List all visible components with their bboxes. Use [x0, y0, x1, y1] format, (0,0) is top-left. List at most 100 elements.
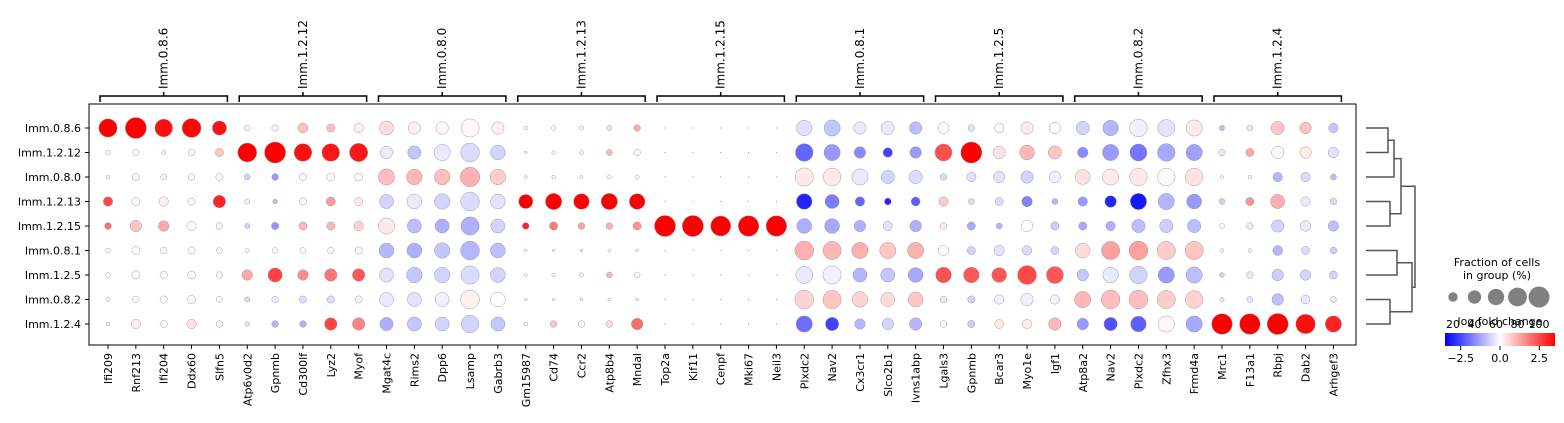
dot	[682, 215, 704, 237]
dot	[1185, 290, 1204, 309]
gene-label: Gm15987	[520, 353, 533, 407]
dot	[159, 295, 168, 304]
color-legend: log fold change −2.5 0.0 2.5	[1445, 315, 1555, 365]
dot	[1300, 172, 1311, 182]
dot	[880, 121, 895, 135]
dot-empty	[747, 176, 750, 178]
dot-empty	[747, 323, 750, 325]
dot	[1020, 293, 1034, 306]
row-label: Imm.1.2.12	[18, 147, 81, 160]
dot	[1050, 246, 1060, 255]
dot	[605, 222, 613, 230]
dot-empty	[720, 200, 722, 203]
dot	[321, 143, 340, 162]
dot	[406, 169, 423, 185]
dot	[352, 317, 366, 331]
dot	[1157, 193, 1175, 210]
dot	[1051, 198, 1059, 205]
dot	[1021, 220, 1034, 232]
dot	[1301, 246, 1310, 255]
dot	[968, 198, 975, 205]
dot	[460, 265, 480, 285]
dot	[1129, 266, 1148, 284]
dot	[607, 174, 612, 180]
gene-label: Bcar3	[993, 353, 1006, 385]
gene-label: Cx3cr1	[854, 353, 867, 392]
dot-empty	[720, 151, 722, 154]
gene-label: Mki67	[743, 353, 756, 386]
dot	[326, 221, 336, 231]
dot	[1211, 313, 1233, 335]
dot	[967, 320, 976, 328]
dot	[433, 144, 451, 161]
dot	[1271, 269, 1284, 281]
dot	[354, 172, 363, 182]
dot	[1129, 143, 1148, 162]
dot	[1130, 193, 1147, 210]
size-legend-label: 60	[1489, 318, 1503, 331]
dot-empty	[692, 127, 694, 129]
gene-label: Dab2	[1300, 353, 1313, 382]
dot	[354, 295, 363, 304]
dot	[160, 173, 167, 181]
dot	[1272, 245, 1283, 256]
dot	[1077, 196, 1088, 207]
dot-empty	[720, 274, 722, 276]
dot	[490, 291, 506, 308]
group-label: Imm.0.8.0	[435, 28, 449, 89]
dot	[216, 247, 223, 254]
dot	[545, 193, 562, 210]
dot	[579, 175, 584, 179]
dot	[105, 174, 111, 180]
dot	[795, 315, 813, 333]
dot	[105, 149, 111, 156]
dot	[241, 269, 253, 281]
dendrogram-branch	[1366, 298, 1391, 325]
gene-labels: Ifi209 Rnf213 Ifi204 Ddx60 Slfn5 Atp6v0d2 Gpnm…	[102, 345, 1340, 407]
gene-label: Rbpj	[1272, 353, 1285, 378]
dot	[1020, 170, 1034, 184]
dot	[461, 315, 480, 333]
dot	[1247, 174, 1252, 180]
dot	[993, 245, 1005, 256]
dot	[577, 320, 585, 328]
dot	[132, 173, 140, 181]
dot	[1185, 119, 1203, 137]
dot	[1022, 319, 1032, 329]
dot	[1185, 168, 1204, 186]
dot	[632, 221, 642, 231]
gene-label: Myo1e	[1021, 353, 1034, 390]
row-label: Imm.0.8.6	[25, 122, 81, 135]
dot	[407, 218, 422, 234]
dot	[551, 125, 557, 131]
gene-label: Zfhx3	[1160, 353, 1173, 385]
dot	[1021, 196, 1033, 207]
dot-empty	[664, 298, 666, 301]
dot	[293, 143, 312, 162]
dot	[354, 246, 363, 255]
dot	[852, 267, 868, 283]
dot	[854, 146, 866, 159]
dot	[600, 193, 618, 210]
dot	[1246, 222, 1254, 230]
dot	[967, 246, 976, 255]
dot	[264, 141, 286, 164]
group-label: Imm.1.2.5	[992, 28, 1006, 89]
dot	[635, 297, 639, 302]
dot	[434, 316, 450, 332]
colorbar-label: 0.0	[1491, 352, 1509, 365]
dot	[796, 218, 812, 234]
dot	[1157, 143, 1176, 162]
dot	[188, 148, 196, 157]
dot	[1050, 221, 1060, 231]
dot-empty	[664, 249, 666, 252]
dot	[551, 297, 556, 302]
dot	[579, 297, 584, 302]
dot	[406, 267, 423, 283]
dot	[1246, 271, 1254, 279]
dot	[1295, 314, 1316, 334]
dot	[271, 124, 279, 132]
dot	[104, 222, 112, 230]
